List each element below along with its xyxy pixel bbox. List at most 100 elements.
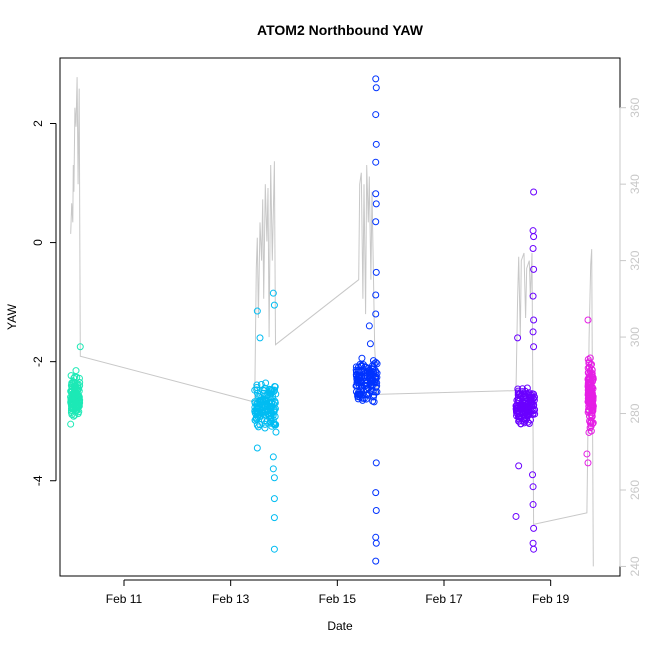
outlier-point bbox=[372, 507, 380, 515]
data-point bbox=[365, 389, 373, 397]
outlier-point bbox=[269, 453, 277, 461]
data-point bbox=[589, 420, 597, 428]
data-point bbox=[589, 407, 597, 415]
outlier-point bbox=[530, 343, 538, 351]
data-point bbox=[261, 424, 269, 432]
data-point bbox=[369, 397, 377, 405]
outlier-point bbox=[372, 533, 380, 541]
outlier-point bbox=[372, 310, 380, 318]
outlier-point bbox=[584, 316, 592, 324]
outlier-point bbox=[515, 462, 523, 470]
data-point bbox=[586, 367, 594, 375]
data-point bbox=[261, 420, 269, 428]
outlier-point bbox=[269, 465, 277, 473]
data-point bbox=[359, 396, 367, 404]
data-point bbox=[271, 398, 279, 406]
data-point bbox=[262, 379, 270, 387]
x-axis-label: Date bbox=[327, 619, 353, 633]
data-point bbox=[515, 413, 523, 421]
data-point bbox=[370, 378, 378, 386]
y-tick-label: 0 bbox=[31, 239, 45, 246]
chart-title: ATOM2 Northbound YAW bbox=[257, 22, 424, 38]
data-point bbox=[270, 420, 278, 428]
outlier-point bbox=[269, 289, 277, 297]
data-point bbox=[523, 412, 531, 420]
data-point bbox=[523, 384, 531, 392]
data-point bbox=[588, 386, 596, 394]
outlier-point bbox=[372, 557, 380, 565]
data-point bbox=[525, 420, 533, 428]
secondary-line-layer bbox=[70, 77, 594, 567]
points-layer bbox=[67, 75, 597, 565]
outlier-point bbox=[372, 84, 380, 92]
data-point bbox=[521, 413, 529, 421]
data-point bbox=[354, 363, 362, 371]
outlier-point bbox=[530, 233, 538, 241]
data-point bbox=[584, 356, 592, 364]
outlier-point bbox=[270, 301, 278, 309]
outlier-point bbox=[530, 265, 538, 273]
y-tick-label: 2 bbox=[31, 120, 45, 127]
data-point bbox=[369, 388, 377, 396]
y-tick-label: -4 bbox=[31, 475, 45, 486]
data-point bbox=[363, 367, 371, 375]
outlier-point bbox=[372, 291, 380, 299]
outlier-point bbox=[270, 545, 278, 553]
outlier-point bbox=[372, 140, 380, 148]
y2-tick-label: 360 bbox=[628, 97, 642, 117]
data-point bbox=[260, 417, 268, 425]
outlier-point bbox=[529, 328, 537, 336]
data-point bbox=[352, 382, 360, 390]
data-point bbox=[260, 387, 268, 395]
data-point bbox=[357, 387, 365, 395]
data-point bbox=[352, 368, 360, 376]
outlier-point bbox=[372, 218, 380, 226]
outlier-point bbox=[76, 343, 84, 351]
data-point bbox=[253, 381, 261, 389]
data-point bbox=[253, 383, 261, 391]
data-point bbox=[272, 428, 280, 436]
data-point bbox=[70, 412, 78, 420]
data-point bbox=[369, 357, 377, 365]
data-point bbox=[366, 366, 374, 374]
outlier-point bbox=[530, 524, 538, 532]
data-point bbox=[261, 392, 269, 400]
y2-tick-label: 260 bbox=[628, 480, 642, 500]
data-point bbox=[360, 368, 368, 376]
data-point bbox=[256, 407, 264, 415]
outlier-point bbox=[366, 340, 374, 348]
data-point bbox=[587, 418, 595, 426]
outlier-point bbox=[372, 75, 380, 83]
data-point bbox=[360, 395, 368, 403]
data-point bbox=[530, 406, 538, 414]
data-point bbox=[73, 373, 81, 381]
secondary-line bbox=[70, 77, 594, 567]
y2-tick-label: 280 bbox=[628, 403, 642, 423]
outlier-point bbox=[529, 227, 537, 235]
outlier-point bbox=[529, 471, 537, 479]
data-point bbox=[267, 407, 275, 415]
data-point bbox=[251, 399, 259, 407]
data-point bbox=[254, 400, 262, 408]
x-tick-label: Feb 15 bbox=[319, 592, 357, 606]
outlier-point bbox=[372, 459, 380, 467]
data-point bbox=[71, 383, 79, 391]
outlier-point bbox=[256, 334, 264, 342]
outlier-point bbox=[529, 483, 537, 491]
data-point bbox=[261, 384, 269, 392]
outlier-point bbox=[372, 158, 380, 166]
data-point bbox=[518, 385, 526, 393]
data-point bbox=[354, 377, 362, 385]
outlier-point bbox=[270, 495, 278, 503]
data-point bbox=[587, 375, 595, 383]
outlier-point bbox=[372, 200, 380, 208]
data-point bbox=[358, 354, 366, 362]
data-point bbox=[252, 413, 260, 421]
outlier-point bbox=[529, 539, 537, 547]
x-tick-label: Feb 19 bbox=[532, 592, 570, 606]
outlier-point bbox=[372, 539, 380, 547]
data-point bbox=[268, 398, 276, 406]
x-tick-label: Feb 13 bbox=[212, 592, 250, 606]
outlier-point bbox=[530, 316, 538, 324]
data-point bbox=[253, 386, 261, 394]
